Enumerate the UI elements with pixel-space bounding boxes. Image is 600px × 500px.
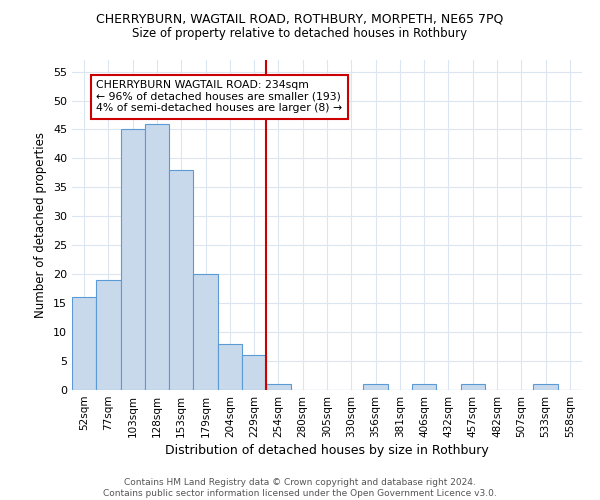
Text: CHERRYBURN WAGTAIL ROAD: 234sqm
← 96% of detached houses are smaller (193)
4% of: CHERRYBURN WAGTAIL ROAD: 234sqm ← 96% of… <box>96 80 343 114</box>
Bar <box>412 384 436 390</box>
Bar <box>218 344 242 390</box>
Bar <box>193 274 218 390</box>
Bar <box>72 298 96 390</box>
X-axis label: Distribution of detached houses by size in Rothbury: Distribution of detached houses by size … <box>165 444 489 457</box>
Bar <box>266 384 290 390</box>
Bar <box>533 384 558 390</box>
Text: Size of property relative to detached houses in Rothbury: Size of property relative to detached ho… <box>133 28 467 40</box>
Text: CHERRYBURN, WAGTAIL ROAD, ROTHBURY, MORPETH, NE65 7PQ: CHERRYBURN, WAGTAIL ROAD, ROTHBURY, MORP… <box>97 12 503 26</box>
Bar <box>242 356 266 390</box>
Bar <box>461 384 485 390</box>
Bar <box>96 280 121 390</box>
Bar <box>169 170 193 390</box>
Bar <box>121 130 145 390</box>
Bar <box>364 384 388 390</box>
Text: Contains HM Land Registry data © Crown copyright and database right 2024.
Contai: Contains HM Land Registry data © Crown c… <box>103 478 497 498</box>
Bar <box>145 124 169 390</box>
Y-axis label: Number of detached properties: Number of detached properties <box>34 132 47 318</box>
